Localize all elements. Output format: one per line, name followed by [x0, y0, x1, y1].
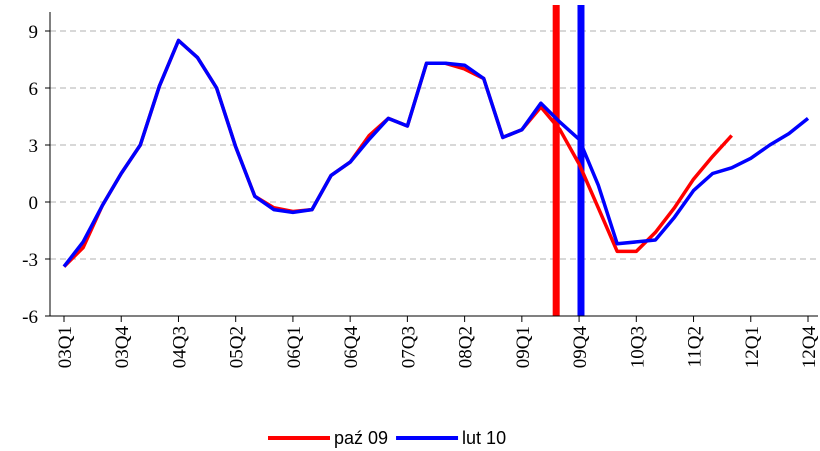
x-tick-label: 08Q2	[456, 326, 477, 368]
axes: -6 -3 0 3 6 9 03Q1 03Q4 04Q3 05Q2 06Q1 06Q4 07Q3 08Q2…	[22, 12, 820, 368]
x-tick-label: 04Q3	[169, 326, 190, 368]
x-tick-label: 10Q3	[627, 326, 648, 368]
x-tick-label: 07Q3	[398, 326, 419, 368]
legend: paź 09 lut 10	[268, 428, 506, 448]
series-line	[62, 38, 810, 268]
y-tick-label: 9	[29, 22, 39, 43]
y-tick-label: -3	[22, 250, 38, 271]
y-tick-label: -6	[22, 307, 38, 328]
y-tick-label: 0	[29, 193, 39, 214]
x-tick-label: 03Q4	[112, 326, 133, 369]
x-tick-label: 09Q4	[570, 326, 591, 369]
x-tick-label: 12Q1	[742, 326, 763, 368]
legend-label: lut 10	[462, 428, 506, 448]
x-tick-label: 06Q1	[284, 326, 305, 368]
x-tick-label: 05Q2	[227, 326, 248, 368]
x-tick-label: 06Q4	[341, 326, 362, 369]
y-tick-label: 3	[29, 136, 39, 157]
legend-label: paź 09	[334, 428, 388, 448]
plot	[62, 5, 810, 316]
x-tick-label: 11Q2	[685, 326, 706, 368]
x-tick-label: 12Q4	[799, 326, 820, 369]
y-tick-label: 6	[29, 79, 39, 100]
x-tick-label: 09Q1	[513, 326, 534, 368]
x-tick-label: 03Q1	[55, 326, 76, 368]
